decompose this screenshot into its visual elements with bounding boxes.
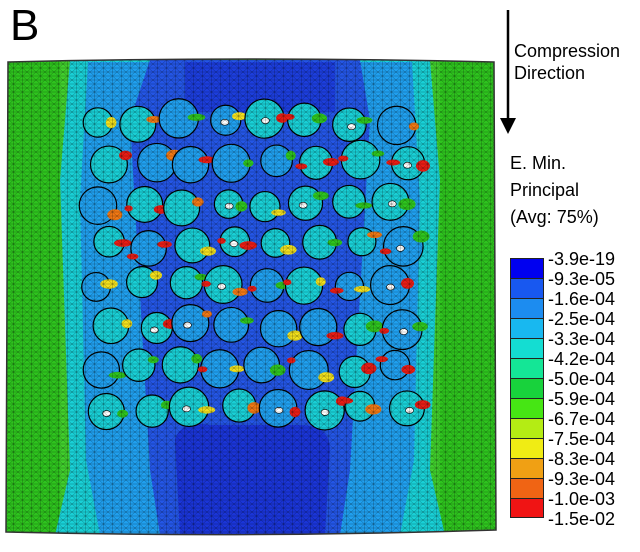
legend-tick-label: -1.6e-04 (548, 289, 616, 309)
legend-tick-labels: -3.9e-19 -9.3e-05 -1.6e-04 -2.5e-04 -3.3e-04… (548, 249, 615, 529)
legend-tick-label: -1.0e-03 (548, 489, 616, 509)
specimen-outline (5, 58, 497, 536)
legend-color-cell (510, 438, 544, 458)
legend-tick-label: -4.2e-04 (548, 349, 616, 369)
legend-color-cell (510, 278, 544, 298)
legend-tick-label: -5.0e-04 (548, 369, 616, 389)
legend-color-cell (510, 458, 544, 478)
legend-tick-label: -9.3e-05 (548, 269, 616, 289)
legend-color-cell (510, 338, 544, 358)
legend-color-cell (510, 258, 544, 278)
legend-color-cell (510, 498, 544, 518)
legend-color-cell (510, 318, 544, 338)
legend-tick-label: -3.9e-19 (548, 249, 616, 269)
compression-arrow (500, 10, 516, 134)
fea-mesh-figure (5, 58, 498, 552)
legend-color-cell (510, 398, 544, 418)
legend-tick-label: -7.5e-04 (548, 429, 616, 449)
legend-tick-label: -9.3e-04 (548, 469, 616, 489)
legend-tick-label: -8.3e-04 (548, 449, 616, 469)
corner-hotspot (6, 537, 30, 552)
legend-color-cell (510, 478, 544, 498)
legend-title: E. Min. Principal (Avg: 75%) (510, 153, 599, 227)
legend-tick-label: -6.7e-04 (548, 409, 616, 429)
corner-hotspot (474, 537, 498, 552)
legend-tick-label: -3.3e-04 (548, 329, 616, 349)
legend-color-cell (510, 358, 544, 378)
mesh-overlay (6, 59, 496, 535)
legend-color-cell (510, 418, 544, 438)
legend-color-cell (510, 298, 544, 318)
legend-tick-label: -1.5e-02 (548, 509, 616, 529)
legend-color-cell (510, 378, 544, 398)
legend-colorbar (510, 258, 544, 518)
legend-tick-label: -2.5e-04 (548, 309, 616, 329)
legend-tick-label: -5.9e-04 (548, 389, 616, 409)
panel-label: B (10, 1, 40, 50)
compression-direction-label: Compression Direction (514, 41, 621, 83)
